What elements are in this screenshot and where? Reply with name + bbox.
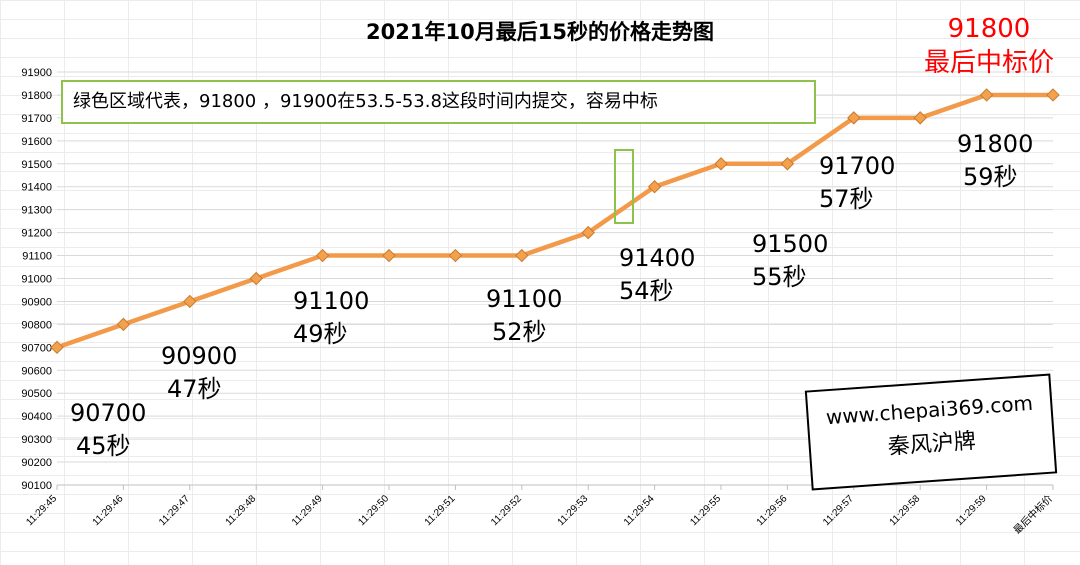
y-tick-label: 91500	[21, 159, 52, 171]
series-line	[54, 92, 1056, 350]
data-point	[183, 294, 197, 309]
data-point	[116, 317, 131, 332]
annotation-45: 90700 45秒	[70, 399, 147, 460]
y-tick-label: 90300	[21, 434, 52, 446]
data-point	[448, 248, 463, 263]
data-point	[50, 340, 64, 355]
y-tick-label: 90900	[21, 296, 52, 308]
x-tick-label: 11:29:48	[224, 493, 259, 528]
x-tick-label: 11:29:58	[888, 493, 923, 528]
x-tick-label: 11:29:53	[556, 493, 591, 528]
annotation-47: 90900 47秒	[161, 342, 238, 403]
x-tick-label: 11:29:50	[356, 493, 391, 528]
x-tick-label: 11:29:54	[622, 493, 657, 528]
final-price-callout: 91800 最后中标价	[924, 12, 1054, 80]
data-point	[979, 88, 994, 102]
watermark-box: www.chepai369.com 秦风沪牌	[804, 373, 1058, 491]
x-tick-label: 11:29:52	[489, 493, 524, 528]
data-point	[714, 157, 728, 171]
final-price-label: 最后中标价	[923, 48, 1054, 78]
y-tick-label: 91800	[21, 90, 52, 102]
data-point	[249, 271, 263, 286]
data-point	[1046, 88, 1060, 102]
data-point	[382, 248, 396, 263]
annotation-52: 91100 52秒	[486, 285, 563, 346]
y-tick-label: 90700	[21, 342, 52, 354]
y-tick-label: 90200	[21, 457, 52, 469]
data-point	[780, 157, 795, 171]
note-box: 绿色区域代表，91800 ，91900在53.5-53.8这段时间内提交，容易中…	[61, 80, 816, 124]
y-tick-label: 91300	[21, 205, 52, 217]
annotation-49: 91100 49秒	[293, 287, 370, 348]
data-point	[647, 180, 662, 194]
y-tick-label: 91400	[21, 182, 52, 194]
x-tick-label: 11:29:57	[821, 493, 856, 528]
y-tick-label: 90400	[21, 411, 52, 423]
data-point	[581, 225, 595, 240]
data-point	[515, 248, 529, 263]
y-tick-label: 91200	[21, 228, 52, 240]
green-highlight-zone	[614, 149, 634, 224]
x-tick-label: 11:29:56	[755, 493, 790, 528]
annotation-54: 91400 54秒	[619, 244, 696, 305]
y-tick-label: 90600	[21, 365, 52, 377]
x-tick-label: 11:29:55	[688, 493, 723, 528]
x-tick-label: 11:29:47	[157, 493, 192, 528]
y-tick-label: 90100	[21, 480, 52, 492]
y-tick-label: 91700	[21, 113, 52, 125]
y-tick-label: 91000	[21, 274, 52, 286]
x-tick-label: 最后中标价	[1011, 492, 1056, 537]
y-tick-label: 91100	[22, 251, 52, 263]
data-point	[913, 111, 927, 125]
annotation-57: 91700 57秒	[819, 152, 896, 213]
y-tick-label: 91900	[21, 67, 52, 79]
x-tick-label: 11:29:49	[290, 493, 325, 528]
data-point	[315, 248, 330, 263]
annotation-55: 91500 55秒	[752, 230, 829, 291]
x-tick-label: 11:29:46	[91, 493, 126, 528]
x-tick-label: 11:29:51	[423, 493, 458, 528]
x-tick-label: 11:29:45	[24, 493, 59, 528]
x-tick-label: 11:29:59	[954, 493, 989, 528]
data-point	[847, 111, 861, 125]
y-tick-label: 90500	[21, 388, 52, 400]
y-tick-label: 91600	[21, 136, 52, 148]
annotation-59: 91800 59秒	[957, 130, 1034, 191]
final-price-value: 91800	[947, 14, 1031, 44]
y-tick-label: 90800	[21, 319, 52, 331]
chart-title: 2021年10月最后15秒的价格走势图	[366, 20, 714, 44]
